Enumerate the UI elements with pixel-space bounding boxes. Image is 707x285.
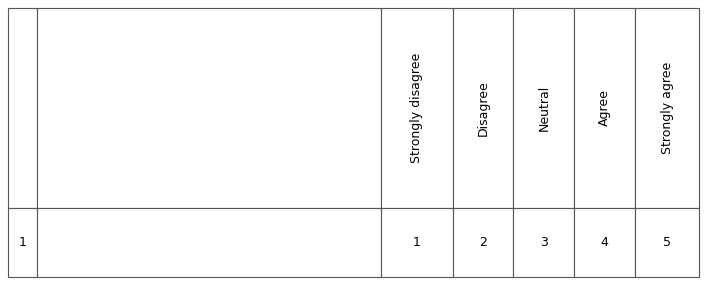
Text: 2: 2 [479, 236, 487, 249]
Text: 3: 3 [540, 236, 548, 249]
Text: Neutral: Neutral [537, 85, 551, 131]
Text: 1: 1 [413, 236, 421, 249]
Bar [574, 8, 635, 208]
Bar [381, 208, 452, 277]
Bar [513, 8, 574, 208]
Bar [381, 8, 452, 208]
Text: 4: 4 [601, 236, 609, 249]
Bar [635, 8, 699, 208]
Bar [452, 8, 513, 208]
Text: 1: 1 [19, 236, 27, 249]
Text: Strongly agree: Strongly agree [660, 62, 674, 154]
Bar [635, 208, 699, 277]
Bar [8, 208, 37, 277]
Text: 5: 5 [663, 236, 671, 249]
Bar [37, 208, 381, 277]
Text: Strongly disagree: Strongly disagree [410, 53, 423, 163]
Text: Agree: Agree [598, 89, 612, 127]
Bar [8, 8, 37, 208]
Bar [574, 208, 635, 277]
Text: Disagree: Disagree [477, 80, 489, 136]
Bar [452, 208, 513, 277]
Bar [513, 208, 574, 277]
Bar [37, 8, 381, 208]
